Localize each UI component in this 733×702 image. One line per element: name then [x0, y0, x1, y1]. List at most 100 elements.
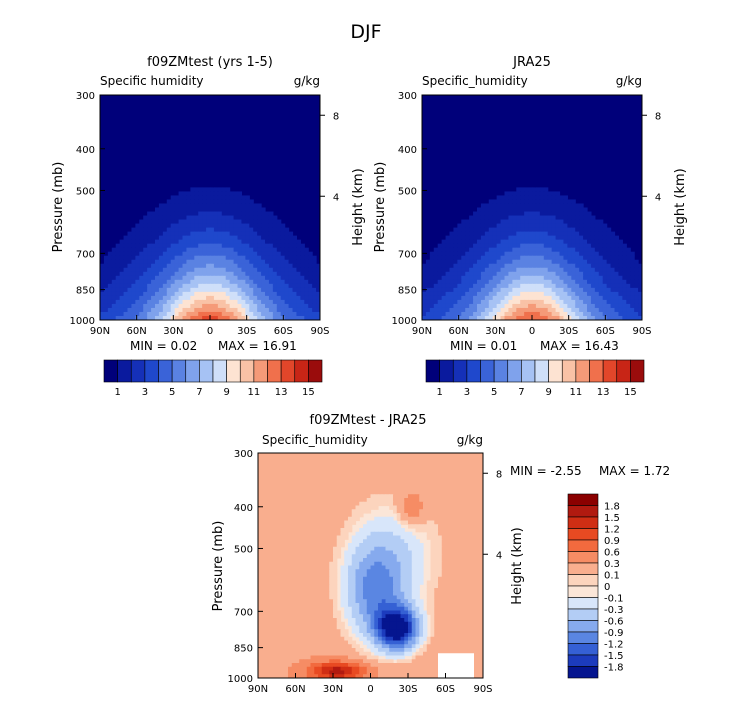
contour-cell	[598, 311, 604, 317]
contour-cell	[488, 311, 494, 317]
contour-cell	[217, 239, 223, 245]
contour-cell	[119, 279, 125, 285]
contour-cell	[241, 263, 246, 269]
contour-cell	[213, 239, 219, 245]
contour-cell	[535, 215, 541, 221]
contour-cell	[504, 295, 510, 301]
contour-cell	[393, 546, 398, 552]
contour-cell	[622, 311, 627, 317]
contour-cell	[630, 307, 635, 313]
contour-cell	[178, 303, 184, 309]
contour-cell	[186, 247, 191, 253]
contour-cell	[269, 524, 274, 529]
contour-cell	[411, 569, 417, 574]
contour-cell	[261, 569, 267, 574]
contour-cell	[543, 267, 549, 273]
contour-cell	[253, 307, 258, 313]
contour-cell	[202, 275, 207, 281]
contour-cell	[484, 215, 490, 221]
height-tick-label: 4	[333, 192, 339, 203]
contour-cell	[393, 539, 398, 544]
contour-cell	[422, 263, 427, 269]
contour-cell	[265, 235, 270, 241]
contour-cell	[329, 520, 334, 525]
contour-cell	[433, 279, 439, 285]
contour-cell	[532, 191, 537, 197]
contour-cell	[355, 490, 360, 495]
contour-cell	[630, 299, 635, 305]
contour-cell	[575, 207, 580, 213]
contour-cell	[127, 275, 133, 281]
contour-cell	[158, 215, 164, 221]
contour-cell	[626, 303, 631, 309]
contour-cell	[329, 471, 334, 477]
contour-cell	[257, 295, 262, 301]
contour-cell	[602, 287, 608, 293]
contour-cell	[284, 528, 289, 533]
contour-cell	[630, 287, 635, 293]
contour-cell	[423, 460, 428, 465]
contour-cell	[304, 291, 309, 297]
contour-cell	[194, 231, 199, 237]
contour-cell	[288, 291, 294, 297]
contour-cell	[610, 243, 616, 249]
contour-cell	[449, 464, 454, 469]
contour-cell	[555, 279, 561, 285]
contour-cell	[139, 235, 144, 241]
contour-cell	[547, 255, 553, 261]
contour-cell	[583, 235, 588, 241]
contour-cell	[190, 203, 195, 209]
contour-cell	[241, 211, 246, 217]
contour-cell	[325, 573, 330, 578]
contour-cell	[312, 315, 317, 320]
contour-cell	[425, 263, 431, 269]
contour-cell	[303, 464, 308, 469]
contour-cell	[465, 239, 470, 245]
contour-cell	[434, 550, 439, 555]
contour-cell	[333, 565, 338, 570]
contour-cell	[456, 479, 462, 484]
contour-cell	[411, 543, 417, 548]
contour-cell	[408, 475, 413, 480]
contour-cell	[288, 243, 294, 249]
contour-cell	[532, 311, 537, 317]
contour-cell	[477, 211, 482, 217]
contour-cell	[284, 558, 289, 563]
contour-cell	[460, 565, 465, 570]
contour-cell	[306, 505, 312, 510]
contour-cell	[190, 255, 195, 261]
contour-cell	[551, 207, 557, 213]
contour-cell	[306, 573, 312, 578]
contour-cell	[606, 255, 612, 261]
contour-cell	[312, 287, 317, 293]
contour-cell	[273, 535, 278, 540]
contour-cell	[610, 295, 616, 301]
contour-cell	[419, 554, 424, 559]
contour-cell	[261, 271, 266, 277]
contour-cell	[559, 207, 565, 213]
contour-cell	[426, 531, 432, 537]
colorbar-swatch	[507, 359, 522, 383]
contour-cell	[618, 295, 623, 301]
contour-cell	[512, 247, 517, 253]
contour-cell	[344, 561, 349, 567]
contour-cell	[340, 569, 345, 574]
contour-cell	[516, 203, 521, 209]
contour-cell	[477, 303, 482, 309]
contour-cell	[385, 573, 390, 578]
contour-cell	[100, 303, 105, 309]
y-axis-label: Pressure (mb)	[51, 162, 66, 253]
contour-cell	[273, 528, 278, 533]
contour-cell	[292, 291, 298, 297]
contour-cell	[411, 513, 417, 518]
contour-cell	[178, 271, 184, 277]
contour-cell	[374, 505, 379, 510]
contour-cell	[477, 263, 482, 269]
contour-cell	[539, 215, 545, 221]
contour-cell	[449, 573, 454, 578]
contour-cell	[241, 203, 246, 209]
contour-cell	[508, 199, 513, 205]
contour-cell	[378, 486, 383, 492]
contour-cell	[393, 550, 398, 555]
contour-cell	[288, 453, 293, 458]
